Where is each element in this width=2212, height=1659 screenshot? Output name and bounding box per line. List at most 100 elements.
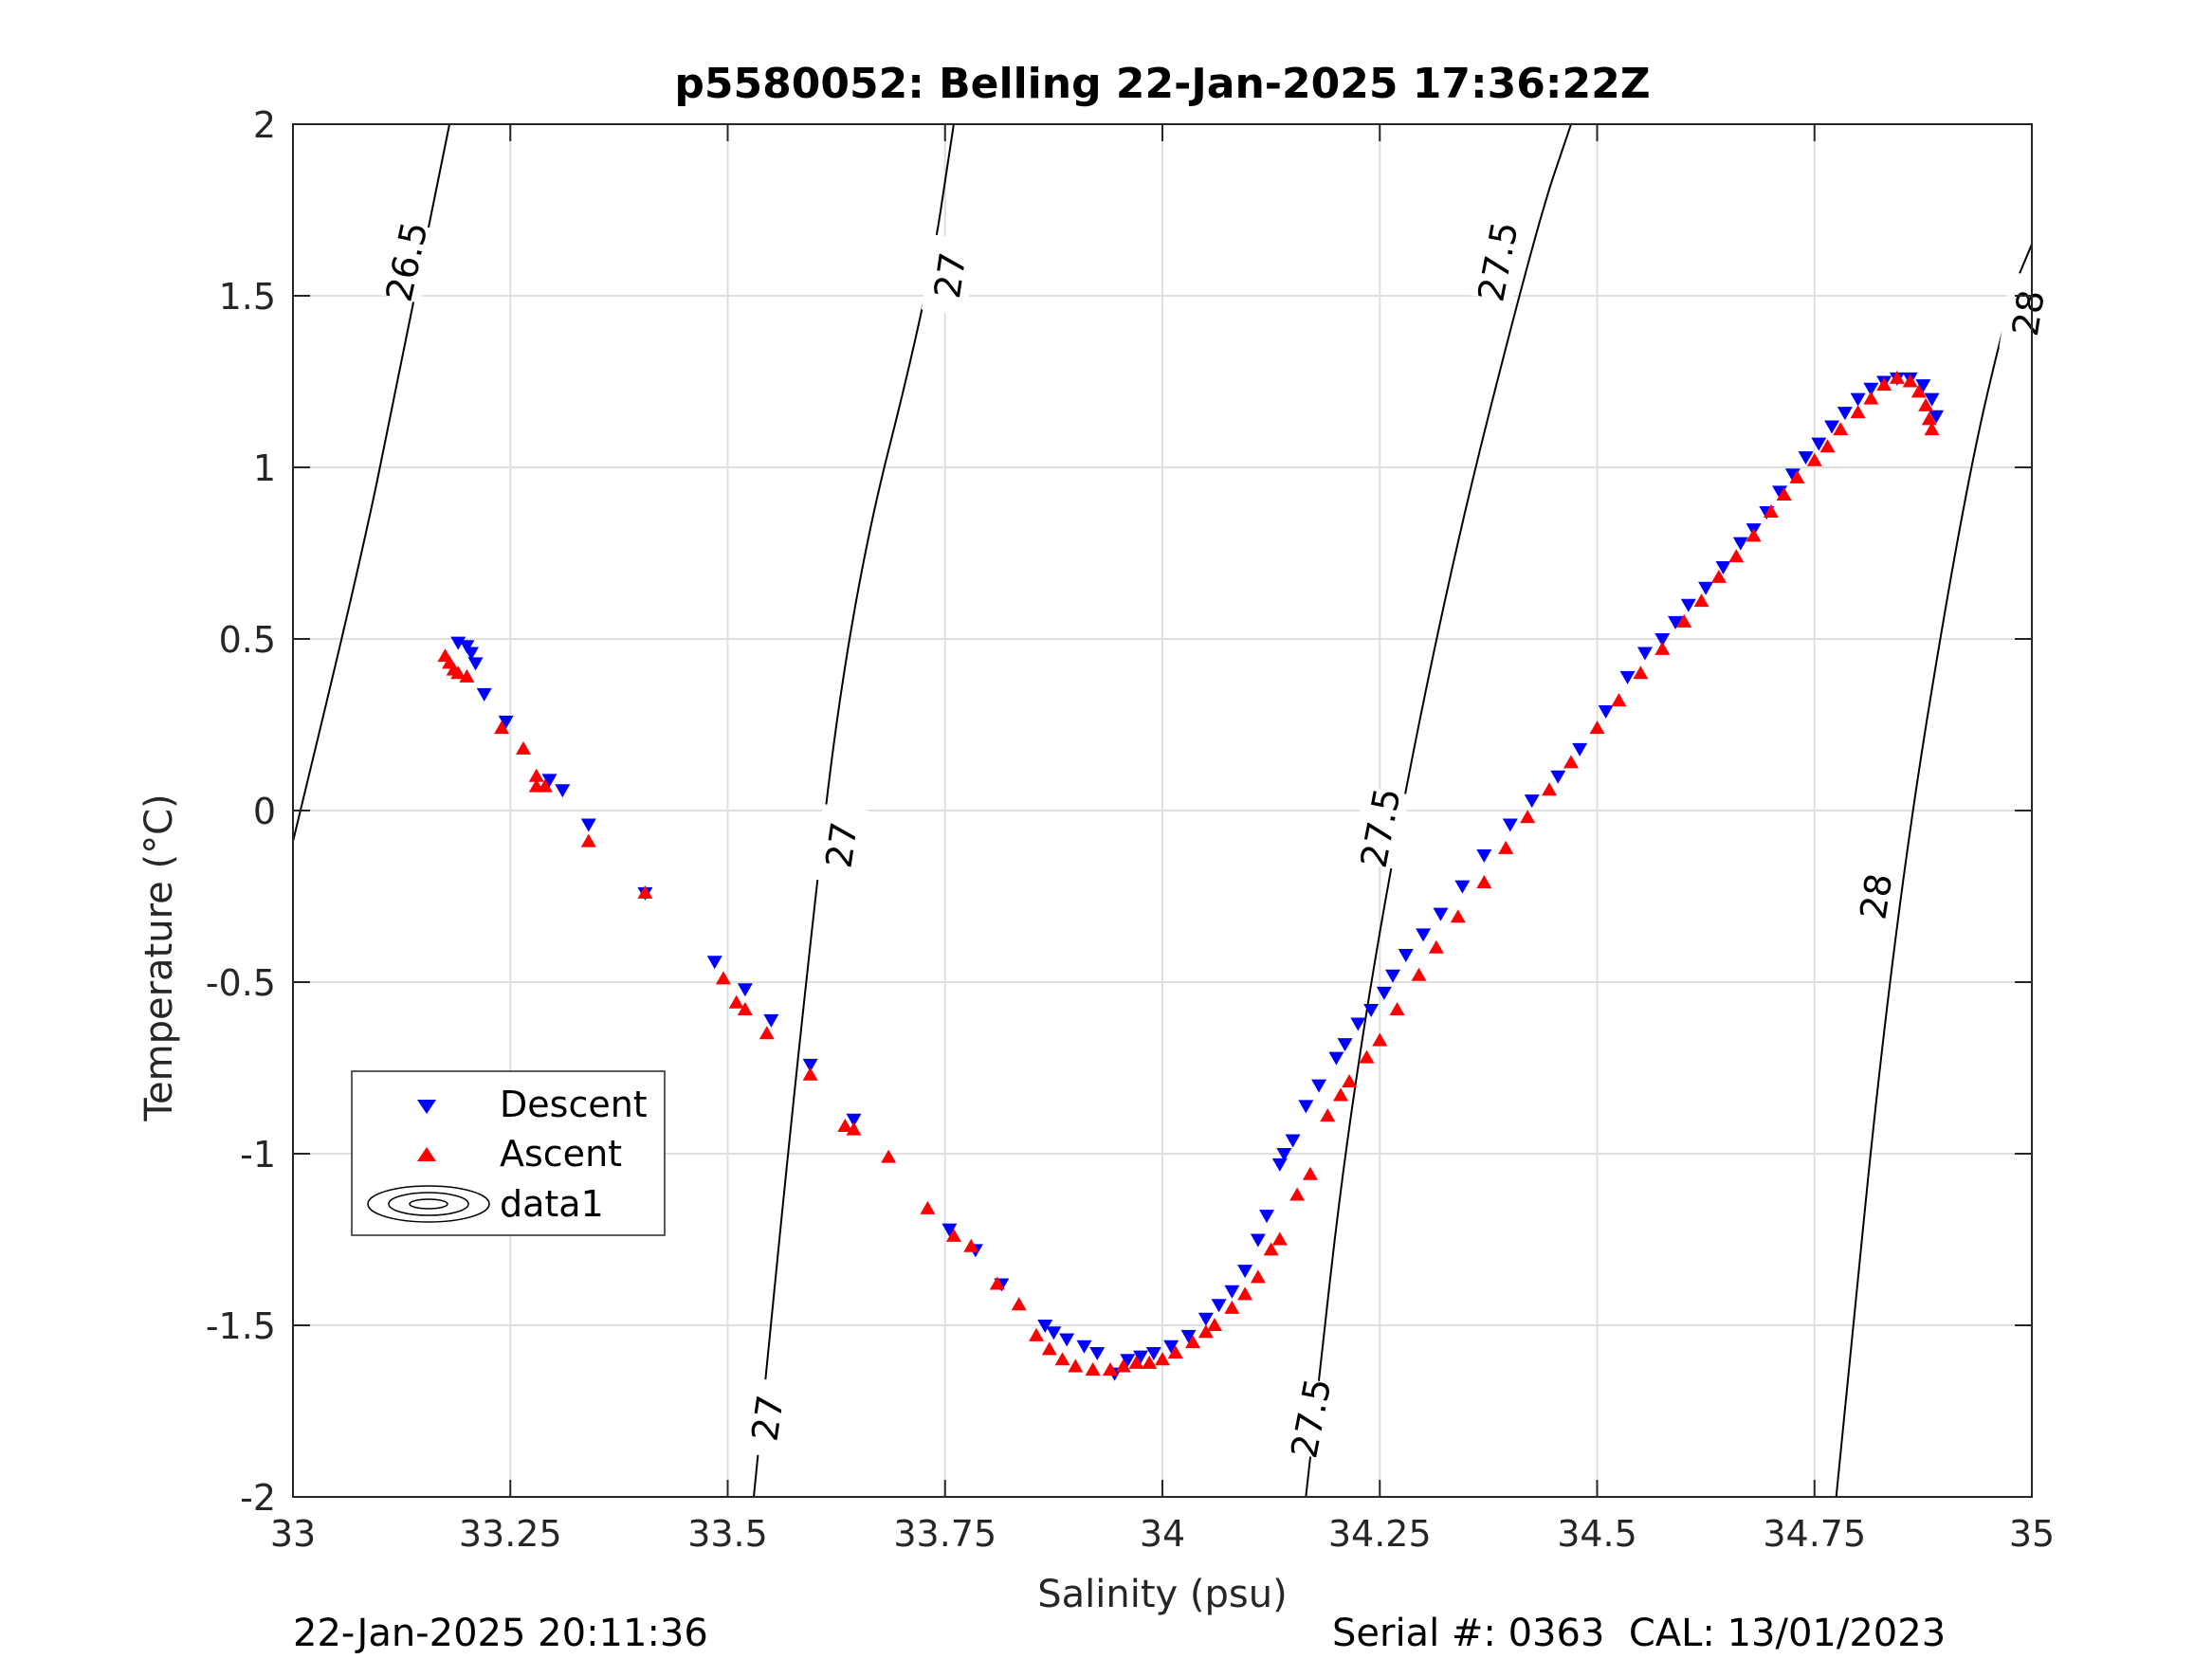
descent-point bbox=[941, 1223, 958, 1237]
descent-point bbox=[1363, 1003, 1380, 1017]
footer-serial-cal: Serial #: 0363 CAL: 13/01/2023 bbox=[1332, 1612, 1947, 1655]
ascent-point bbox=[637, 884, 653, 899]
ascent-point bbox=[837, 1119, 853, 1133]
descent-point bbox=[1259, 1210, 1275, 1224]
descent-point bbox=[1037, 1320, 1053, 1333]
ascent-point bbox=[1207, 1318, 1223, 1331]
ascent-point bbox=[1833, 422, 1849, 436]
contour-label: 27 bbox=[743, 1393, 792, 1444]
descent-point bbox=[1550, 770, 1566, 784]
descent-point bbox=[459, 640, 475, 654]
ascent-point bbox=[1789, 469, 1805, 483]
descent-point bbox=[1224, 1285, 1240, 1299]
ascent-point bbox=[580, 833, 596, 848]
ascent-point bbox=[1902, 374, 1918, 388]
ascent-point bbox=[1563, 755, 1579, 769]
descent-point bbox=[1824, 420, 1840, 434]
grid bbox=[293, 124, 2032, 1497]
ascent-point bbox=[1863, 391, 1879, 405]
ascent-point bbox=[1450, 909, 1466, 923]
descent-point bbox=[1798, 451, 1814, 465]
ascent-point bbox=[494, 720, 510, 735]
ascent-point bbox=[1271, 1231, 1288, 1246]
ascent-point bbox=[881, 1149, 897, 1163]
ascent-point bbox=[920, 1200, 936, 1214]
ascent-point bbox=[537, 778, 553, 793]
ascent-point bbox=[1654, 641, 1671, 655]
descent-point bbox=[541, 774, 558, 788]
descent-point bbox=[1654, 633, 1671, 647]
contour-label-mask bbox=[739, 1376, 795, 1459]
descent-point bbox=[1089, 1346, 1106, 1360]
descent-point bbox=[1715, 560, 1731, 574]
contour-label-mask bbox=[1999, 271, 2057, 355]
ascent-point bbox=[1924, 422, 1940, 436]
ascent-point bbox=[450, 665, 466, 680]
ascent-point bbox=[802, 1066, 818, 1081]
series-ascent bbox=[437, 370, 1940, 1376]
descent-point bbox=[1598, 705, 1614, 720]
descent-point bbox=[1385, 969, 1401, 983]
ascent-point bbox=[1011, 1297, 1027, 1311]
ascent-point bbox=[1167, 1344, 1183, 1358]
legend: Descent Ascent data1 bbox=[351, 1070, 666, 1236]
ascent-point bbox=[1128, 1355, 1144, 1369]
ascent-point bbox=[1389, 1001, 1405, 1015]
ascent-point bbox=[1498, 840, 1514, 854]
descent-point bbox=[706, 956, 722, 970]
ascent-point bbox=[1263, 1242, 1279, 1256]
descent-point bbox=[1145, 1346, 1161, 1360]
descent-point bbox=[1680, 598, 1696, 612]
descent-point bbox=[580, 818, 596, 832]
ascent-point bbox=[1155, 1352, 1170, 1366]
ascent-point bbox=[1693, 593, 1709, 608]
ascent-point bbox=[1611, 693, 1627, 707]
ascent-point bbox=[1332, 1087, 1348, 1102]
ascent-point bbox=[963, 1238, 979, 1252]
ascent-point bbox=[715, 971, 731, 985]
descent-point bbox=[1416, 928, 1432, 942]
descent-point bbox=[555, 784, 571, 798]
ascent-point bbox=[989, 1276, 1005, 1290]
contour-label: 27 bbox=[817, 819, 866, 870]
descent-point bbox=[1811, 437, 1827, 451]
y-axis-label: Temperature (°C) bbox=[137, 793, 181, 1121]
descent-point bbox=[1271, 1158, 1288, 1172]
contour-label-mask bbox=[1467, 219, 1527, 303]
ascent-point bbox=[945, 1228, 961, 1242]
descent-point bbox=[1929, 410, 1945, 424]
ascent-point bbox=[1876, 377, 1892, 392]
ascent-point bbox=[1041, 1341, 1057, 1356]
x-tick-label: 33.75 bbox=[893, 1513, 996, 1555]
ascent-point bbox=[759, 1026, 775, 1040]
ascent-point bbox=[1197, 1324, 1214, 1339]
descent-point bbox=[1276, 1148, 1292, 1161]
descent-point bbox=[1524, 794, 1540, 809]
ascent-point bbox=[459, 668, 475, 683]
descent-point bbox=[1180, 1329, 1197, 1343]
ascent-point bbox=[1320, 1108, 1336, 1122]
y-tick-label: -1 bbox=[240, 1134, 276, 1176]
chart-title: p5580052: Belling 22-Jan-2025 17:36:22Z bbox=[674, 60, 1650, 108]
descent-point bbox=[1433, 907, 1449, 921]
ascent-point bbox=[1806, 452, 1822, 466]
descent-point bbox=[1328, 1051, 1344, 1066]
density-contour-line bbox=[1835, 244, 2032, 1497]
descent-point bbox=[1668, 615, 1684, 629]
y-tick-label: 0 bbox=[253, 791, 276, 832]
ascent-point bbox=[1428, 939, 1444, 954]
descent-point bbox=[1059, 1333, 1075, 1347]
ascent-point bbox=[1763, 504, 1779, 519]
ascent-point bbox=[1918, 397, 1934, 411]
ascent-point bbox=[728, 994, 744, 1009]
ascent-point bbox=[1085, 1362, 1101, 1376]
descent-point bbox=[1311, 1079, 1327, 1093]
descent-point bbox=[1285, 1134, 1301, 1148]
descent-point bbox=[498, 715, 514, 729]
ascent-point bbox=[1910, 384, 1927, 398]
legend-ascent-marker bbox=[417, 1147, 436, 1161]
legend-descent-marker bbox=[417, 1100, 436, 1114]
ascent-point bbox=[1819, 439, 1836, 453]
descent-point bbox=[802, 1058, 818, 1072]
